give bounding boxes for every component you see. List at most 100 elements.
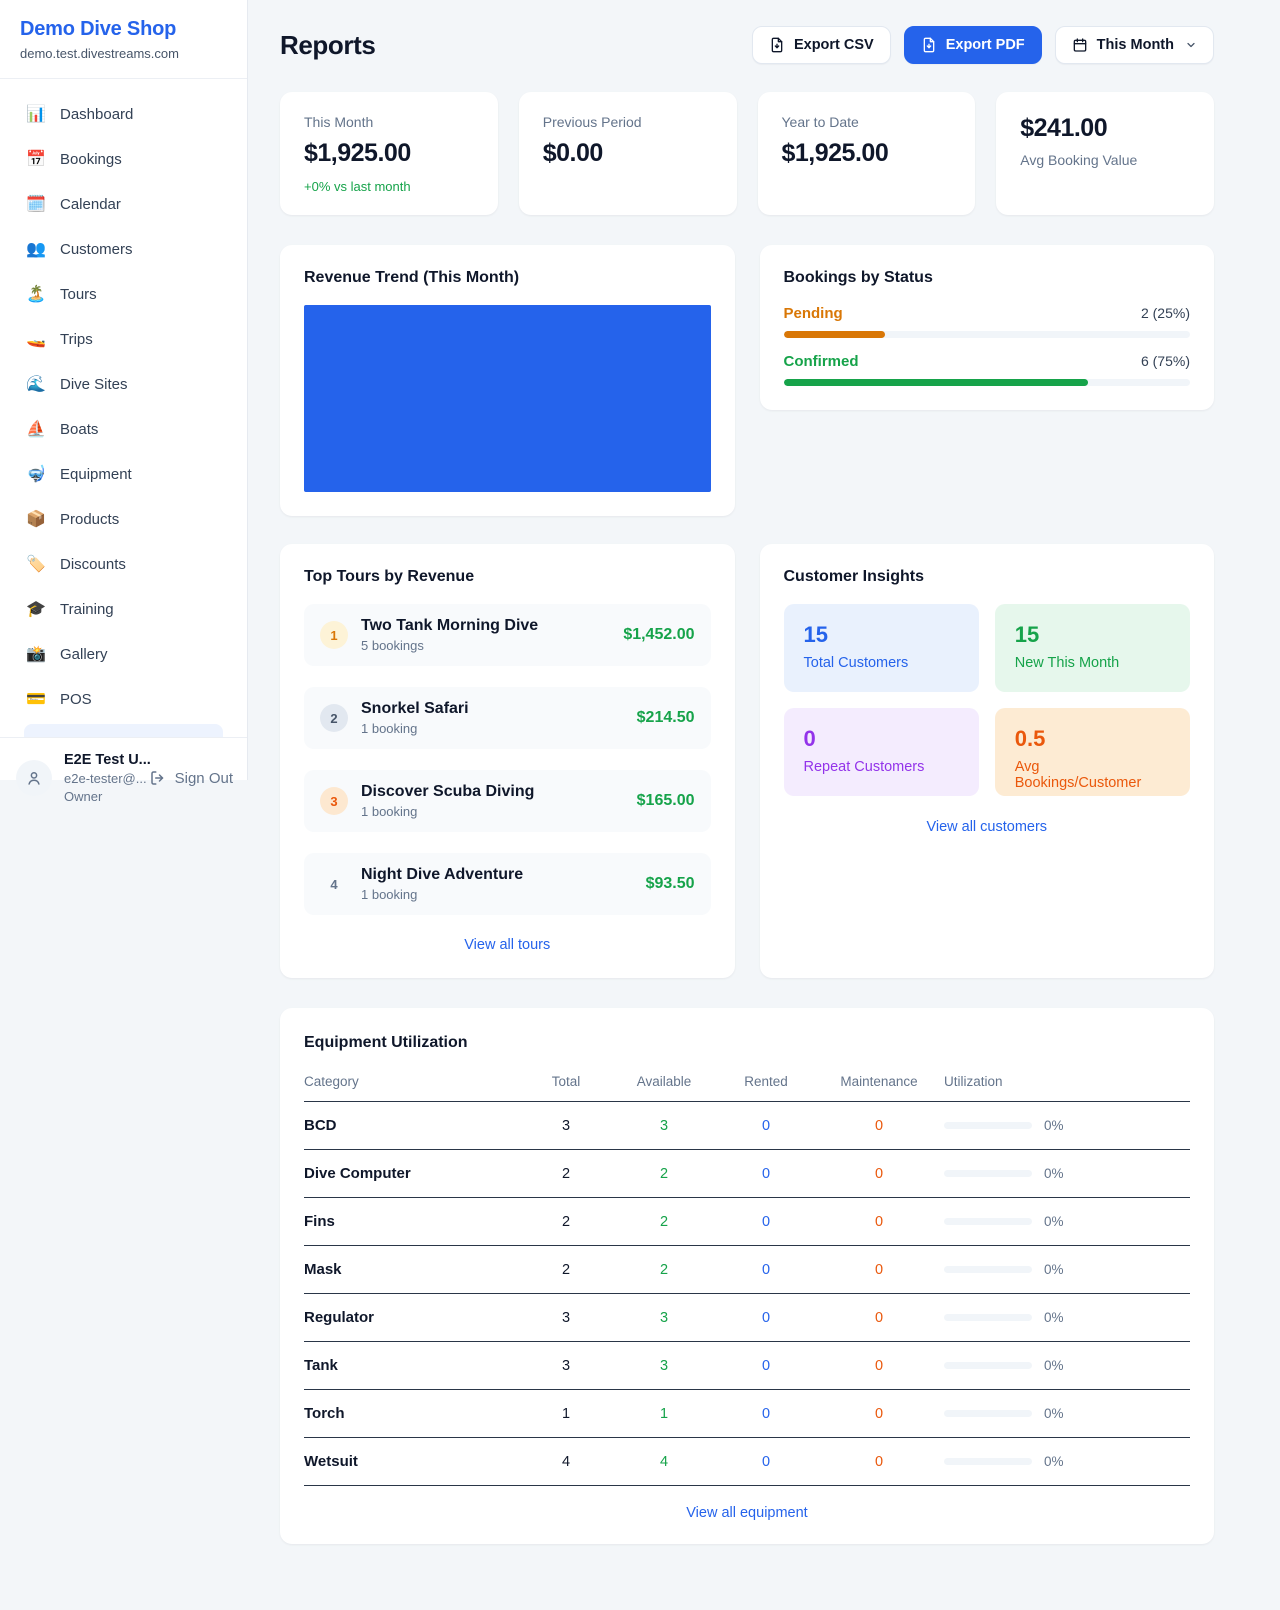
total-cell: 2	[561, 1165, 571, 1182]
sidebar-item-boats[interactable]: ⛵ Boats	[12, 409, 235, 449]
nav-item-label: POS	[60, 690, 92, 708]
revenue-trend-title: Revenue Trend (This Month)	[304, 269, 520, 286]
view-all-equipment-link[interactable]: View all equipment	[304, 1504, 1190, 1522]
calendar-icon	[1073, 38, 1087, 52]
period-selector-label: This Month	[1096, 37, 1174, 53]
status-label: Confirmed	[783, 353, 859, 370]
available-cell: 2	[659, 1165, 669, 1182]
rented-cell: 0	[761, 1165, 771, 1182]
sidebar-item-customers[interactable]: 👥 Customers	[12, 229, 235, 269]
sidebar-item-tours[interactable]: 🏝️ Tours	[12, 274, 235, 314]
insight-tile-repeat-customers: 0 Repeat Customers	[783, 708, 979, 796]
sign-out-label: Sign Out	[174, 769, 233, 787]
nav-item-label: Training	[60, 600, 114, 618]
insight-label: New This Month	[1014, 655, 1120, 671]
nav-item-icon: 📊	[26, 106, 46, 123]
sidebar-nav: 📊 Dashboard 📅 Bookings 🗓️ Calendar 👥 Cus…	[0, 79, 247, 737]
main-content: Reports Export CSV Export PDF This Month	[248, 0, 1280, 1610]
column-header-available: Available	[636, 1074, 692, 1089]
file-download-icon	[771, 37, 783, 53]
sidebar-item-bookings[interactable]: 📅 Bookings	[12, 139, 235, 179]
utilization-progress-track	[944, 1362, 1032, 1369]
tour-row-4: 4 Night Dive Adventure 1 booking $93.50	[304, 853, 711, 915]
tour-row-2: 2 Snorkel Safari 1 booking $214.50	[304, 687, 711, 749]
tour-meta: Snorkel Safari 1 booking	[361, 700, 469, 736]
status-count: 2 (25%)	[1140, 305, 1190, 321]
sidebar-item-pos[interactable]: 💳 POS	[12, 679, 235, 719]
stat-value: $1,925.00	[304, 139, 411, 167]
sidebar-item-training[interactable]: 🎓 Training	[12, 589, 235, 629]
sidebar-item-trips[interactable]: 🚤 Trips	[12, 319, 235, 359]
sidebar-item-equipment[interactable]: 🤿 Equipment	[12, 454, 235, 494]
tour-bookings-count: 1 booking	[361, 804, 418, 819]
equipment-row-mask: Mask 2 2 0 0 0%	[304, 1246, 1190, 1294]
nav-item-icon: 🏝️	[26, 286, 46, 303]
shop-domain: demo.test.divestreams.com	[20, 46, 179, 61]
nav-item-label: Customers	[60, 240, 133, 258]
insight-value: 15	[1014, 622, 1040, 647]
stat-label: Previous Period	[542, 114, 642, 130]
maintenance-cell: 0	[874, 1453, 884, 1470]
tour-revenue: $214.50	[636, 709, 695, 726]
nav-item-label: Trips	[60, 330, 93, 348]
stat-value: $1,925.00	[781, 139, 889, 167]
nav-item-label: Dive Sites	[60, 375, 128, 393]
rented-cell: 0	[761, 1453, 771, 1470]
status-progress-track	[783, 331, 1190, 338]
nav-item-label: Boats	[60, 420, 99, 438]
equipment-table: Category Total Available Rented Maintena…	[304, 1074, 1190, 1486]
view-all-customers-link[interactable]: View all customers	[784, 818, 1191, 836]
top-tours-card: Top Tours by Revenue 1 Two Tank Morning …	[280, 544, 735, 978]
bookings-by-status-card: Bookings by Status Pending 2 (25%) Confi…	[759, 245, 1214, 410]
nav-item-icon: 🌊	[26, 376, 46, 393]
column-header-maintenance: Maintenance	[840, 1074, 918, 1089]
sidebar-item-calendar[interactable]: 🗓️ Calendar	[12, 184, 235, 224]
insight-label: Repeat Customers	[803, 759, 925, 775]
file-download-icon	[923, 37, 935, 53]
insight-value: 15	[803, 622, 828, 647]
rank-badge: 4	[330, 876, 338, 892]
stat-label: Avg Booking Value	[1020, 152, 1138, 168]
total-cell: 3	[561, 1357, 571, 1374]
sidebar-item-products[interactable]: 📦 Products	[12, 499, 235, 539]
period-selector-dropdown[interactable]: This Month	[1054, 26, 1214, 64]
user-role: Owner	[64, 789, 103, 804]
top-tours-title: Top Tours by Revenue	[304, 568, 475, 585]
total-cell: 2	[561, 1213, 571, 1230]
rented-cell: 0	[761, 1213, 771, 1230]
rank-badge: 1	[320, 621, 348, 649]
view-all-tours-link[interactable]: View all tours	[304, 936, 711, 954]
utilization-progress-track	[944, 1458, 1032, 1465]
sidebar-item-dashboard[interactable]: 📊 Dashboard	[12, 94, 235, 134]
equipment-row-dive-computer: Dive Computer 2 2 0 0 0%	[304, 1150, 1190, 1198]
available-cell: 3	[659, 1117, 669, 1134]
export-pdf-button[interactable]: Export PDF	[903, 26, 1042, 64]
shop-name: Demo Dive Shop	[20, 18, 177, 40]
rented-cell: 0	[761, 1261, 771, 1278]
stat-card-this-month: This Month $1,925.00 +0% vs last month	[280, 92, 498, 215]
sidebar-item-reports-partial[interactable]	[24, 724, 223, 737]
export-csv-button[interactable]: Export CSV	[751, 26, 891, 64]
sidebar-item-dive-sites[interactable]: 🌊 Dive Sites	[12, 364, 235, 404]
sidebar-item-discounts[interactable]: 🏷️ Discounts	[12, 544, 235, 584]
utilization-progress-track	[944, 1122, 1032, 1129]
column-header-utilization: Utilization	[944, 1074, 1003, 1089]
category-cell: BCD	[304, 1117, 337, 1134]
utilization-cell: 0%	[944, 1406, 1190, 1421]
equipment-row-fins: Fins 2 2 0 0 0%	[304, 1198, 1190, 1246]
user-name: E2E Test U...	[64, 752, 151, 768]
export-pdf-label: Export PDF	[945, 37, 1025, 53]
utilization-cell: 0%	[944, 1310, 1190, 1325]
nav-item-icon: 📸	[26, 646, 46, 663]
rank-badge: 3	[320, 787, 348, 815]
utilization-progress-track	[944, 1266, 1032, 1273]
sidebar-item-gallery[interactable]: 📸 Gallery	[12, 634, 235, 674]
sign-out-button[interactable]: Sign Out	[149, 769, 233, 787]
utilization-progress-track	[944, 1314, 1032, 1321]
utilization-progress-track	[944, 1218, 1032, 1225]
status-progress-track	[783, 379, 1190, 386]
insight-tile-new-this-month: 15 New This Month	[994, 604, 1190, 692]
status-row-pending: Pending 2 (25%)	[783, 305, 1190, 338]
utilization-percent-label: 0%	[1044, 1406, 1064, 1421]
insight-tiles: 15 Total Customers 15 New This Month 0 R…	[783, 604, 1190, 796]
